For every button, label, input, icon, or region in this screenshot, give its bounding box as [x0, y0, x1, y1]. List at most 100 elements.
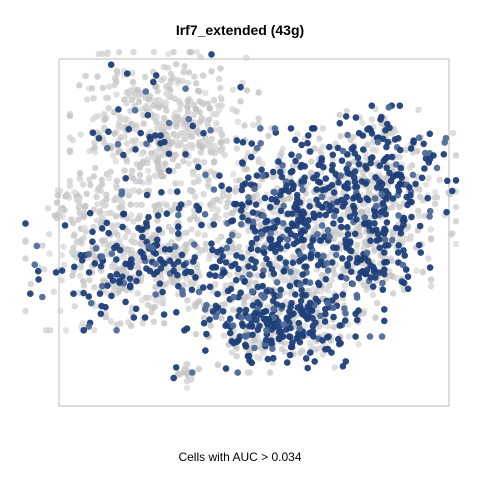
highlighted-cell-point [175, 282, 182, 290]
highlighted-cell-point [239, 159, 246, 166]
highlighted-cell-point [397, 230, 405, 237]
highlighted-cell-point [202, 171, 209, 179]
cell-point [217, 94, 224, 101]
cell-point [174, 77, 182, 84]
highlighted-cell-point [382, 227, 389, 234]
highlighted-cell-point [132, 305, 140, 313]
highlighted-cell-point [298, 178, 305, 185]
cell-point [184, 97, 191, 105]
cell-point [76, 175, 84, 182]
cell-point [111, 82, 118, 89]
cell-point [91, 144, 99, 151]
cell-point [266, 369, 274, 376]
cell-point [172, 250, 180, 257]
cell-point [121, 133, 128, 140]
cell-point [197, 54, 204, 61]
cell-point [116, 113, 123, 120]
cell-point [154, 153, 162, 160]
cell-point [224, 199, 231, 206]
highlighted-cell-point [39, 293, 46, 301]
cell-point [189, 171, 197, 178]
cell-point [167, 81, 174, 88]
highlighted-cell-point [346, 213, 354, 221]
cell-point [220, 188, 227, 195]
cell-point [191, 73, 198, 80]
cell-point [154, 217, 161, 224]
highlighted-cell-point [369, 227, 376, 234]
highlighted-cell-point [330, 220, 337, 227]
cell-point [82, 72, 89, 80]
highlighted-cell-point [198, 221, 205, 229]
cell-point [95, 50, 103, 57]
highlighted-cell-point [274, 318, 282, 325]
highlighted-cell-point [254, 283, 262, 291]
cell-point [193, 48, 201, 56]
highlighted-cell-point [397, 146, 404, 154]
cell-point [93, 217, 100, 224]
cell-point [133, 201, 140, 208]
highlighted-cell-point [328, 166, 336, 174]
cell-point [359, 208, 366, 216]
highlighted-cell-point [267, 230, 275, 237]
cell-point [232, 184, 240, 191]
cell-point [122, 233, 129, 241]
cell-point [138, 296, 146, 304]
highlighted-cell-point [344, 131, 351, 139]
highlighted-cell-point [143, 265, 150, 272]
highlighted-cell-point [275, 158, 282, 165]
cell-point [97, 187, 105, 195]
highlighted-cell-point [266, 260, 273, 268]
cell-point [316, 135, 323, 142]
x-axis-label: Cells with AUC > 0.034 [178, 450, 302, 464]
cell-point [136, 178, 143, 185]
cell-point [204, 100, 212, 107]
highlighted-cell-point [226, 237, 233, 245]
highlighted-cell-point [116, 279, 123, 287]
cell-point [229, 306, 237, 313]
highlighted-cell-point [336, 120, 344, 127]
cell-point [259, 160, 266, 167]
cell-point [80, 234, 87, 242]
highlighted-cell-point [107, 272, 114, 280]
highlighted-cell-point [245, 314, 252, 322]
highlighted-cell-point [397, 164, 405, 172]
highlighted-cell-point [192, 274, 199, 281]
highlighted-cell-point [392, 224, 400, 232]
highlighted-cell-point [278, 173, 286, 181]
cell-point [195, 365, 202, 373]
cell-point [60, 243, 67, 250]
highlighted-cell-point [334, 144, 342, 152]
highlighted-cell-point [248, 140, 255, 147]
highlighted-cell-point [304, 364, 312, 372]
highlighted-cell-point [252, 258, 259, 266]
highlighted-cell-point [209, 246, 216, 254]
highlighted-cell-point [89, 129, 97, 136]
cell-point [82, 202, 89, 210]
cell-point [218, 148, 226, 156]
cell-point [127, 250, 134, 258]
cell-point [318, 217, 326, 224]
highlighted-cell-point [195, 288, 203, 296]
highlighted-cell-point [280, 268, 288, 275]
highlighted-cell-point [103, 219, 111, 227]
highlighted-cell-point [264, 355, 272, 363]
highlighted-cell-point [284, 210, 292, 218]
highlighted-cell-point [124, 70, 131, 77]
highlighted-cell-point [360, 146, 367, 153]
cell-point [365, 187, 373, 194]
cell-point [185, 305, 192, 312]
highlighted-cell-point [353, 216, 360, 223]
highlighted-cell-point [126, 282, 134, 290]
highlighted-cell-point [323, 260, 331, 267]
highlighted-cell-point [324, 226, 332, 234]
highlighted-cell-point [31, 261, 38, 269]
cell-point [153, 113, 161, 121]
cell-point [230, 245, 237, 252]
highlighted-cell-point [315, 279, 322, 287]
highlighted-cell-point [279, 162, 286, 169]
highlighted-cell-point [394, 171, 402, 178]
cell-point [135, 92, 142, 99]
highlighted-cell-point [237, 221, 245, 228]
cell-point [281, 340, 289, 347]
highlighted-cell-point [161, 260, 168, 267]
